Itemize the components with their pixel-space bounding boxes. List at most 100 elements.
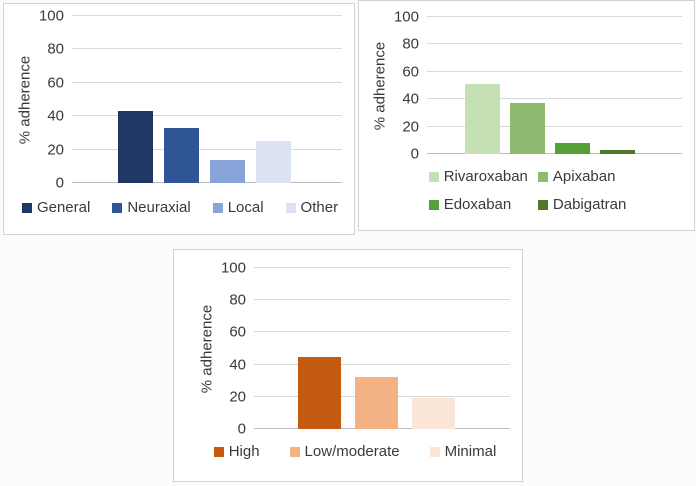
plot-area [427,16,682,154]
y-axis-title-column: % adherence [369,17,391,154]
gridline-20 [427,125,682,127]
legend-label-other: Other [300,199,339,216]
bar-high [298,356,341,429]
gridline-80 [254,299,510,301]
y-axis-ticks: 100 80 60 40 20 0 [36,9,72,191]
bars-group [254,268,510,429]
chart-body: % adherence 100 80 60 40 20 0 [196,261,514,437]
bar-rivaroxaban [465,84,500,154]
legend-item-dabigatran: Dabigatran [537,196,627,213]
legend-item-minimal: Minimal [429,443,497,460]
y-tick-0: 0 [55,174,64,192]
gridline-40 [427,98,682,100]
y-tick-100: 100 [38,7,64,25]
legend-label-apixaban: Apixaban [552,168,616,185]
legend-item-other: Other [285,199,339,216]
y-tick-40: 40 [229,356,246,374]
gridline-80 [427,43,682,45]
x-axis-baseline [427,153,682,154]
legend: General Neuraxial Local Other [14,199,346,216]
legend-item-apixaban: Apixaban [537,168,626,185]
y-tick-20: 20 [229,388,246,406]
legend-label-dabigatran: Dabigatran [552,196,627,213]
gridline-80 [72,48,342,50]
gridline-100 [427,16,682,17]
bar-apixaban [510,103,545,154]
legend-item-low-moderate: Low/moderate [289,443,400,460]
legend-label-neuraxial: Neuraxial [127,199,191,216]
legend-swatch-rivaroxaban [428,171,439,182]
legend-swatch-apixaban [537,171,548,182]
bar-neuraxial [164,127,199,183]
bar-low-moderate [355,377,398,429]
bar-local [210,159,245,183]
y-tick-20: 20 [402,118,419,136]
x-axis-baseline [72,182,342,183]
chart-body: % adherence 100 80 60 40 20 0 [14,9,346,191]
panel-chart-risk: % adherence 100 80 60 40 20 0 High Low/moderat… [173,249,523,482]
legend-label-local: Local [227,199,264,216]
bar-chart-risk: % adherence 100 80 60 40 20 0 High Low/moderat… [174,250,522,460]
legend-label-minimal: Minimal [444,443,497,460]
legend-label-edoxaban: Edoxaban [443,196,512,213]
bar-minimal [412,398,455,429]
plot-area [72,15,342,183]
bars-group [72,16,342,183]
y-tick-0: 0 [237,420,246,438]
gridline-20 [72,148,342,150]
y-tick-100: 100 [220,259,246,277]
legend-item-general: General [21,199,91,216]
y-tick-100: 100 [393,8,419,26]
y-tick-20: 20 [47,141,64,159]
bar-dabigatran [600,149,635,154]
y-axis-title-column: % adherence [196,268,218,429]
bar-chart-doac: % adherence 100 80 60 40 20 0 Rivaroxaban Apix… [359,1,694,213]
legend-item-local: Local [212,199,264,216]
y-axis-title: % adherence [198,304,216,393]
legend-label-low-moderate: Low/moderate [304,443,400,460]
legend-swatch-neuraxial [112,202,123,213]
legend-swatch-minimal [429,446,440,457]
y-tick-80: 80 [402,35,419,53]
plot-area [254,267,510,429]
legend: Rivaroxaban Apixaban Edoxaban Dabigatran [369,168,686,213]
legend-swatch-general [21,202,32,213]
bar-general [118,111,153,183]
legend-item-edoxaban: Edoxaban [428,196,528,213]
gridline-60 [254,331,510,333]
gridline-40 [254,363,510,365]
y-tick-0: 0 [410,145,419,163]
legend-swatch-low-moderate [289,446,300,457]
y-axis-title-column: % adherence [14,16,36,183]
chart-body: % adherence 100 80 60 40 20 0 [369,10,686,162]
gridline-100 [254,267,510,268]
y-tick-60: 60 [47,74,64,92]
legend-swatch-dabigatran [537,199,548,210]
panel-chart-anesthesia: % adherence 100 80 60 40 20 0 General Neuraxia… [3,3,355,235]
y-axis-title: % adherence [16,55,34,144]
y-axis-title: % adherence [371,41,389,130]
legend-label-general: General [36,199,91,216]
y-tick-60: 60 [229,323,246,341]
y-tick-40: 40 [47,107,64,125]
bars-group [427,17,682,154]
y-axis-ticks: 100 80 60 40 20 0 [391,10,427,162]
legend-item-high: High [213,443,260,460]
legend-label-high: High [228,443,260,460]
legend-swatch-high [213,446,224,457]
bar-chart-anesthesia: % adherence 100 80 60 40 20 0 General Neuraxia… [4,4,354,216]
legend-item-rivaroxaban: Rivaroxaban [428,168,528,185]
legend: High Low/moderate Minimal [196,443,514,460]
gridline-100 [72,15,342,16]
gridline-60 [427,70,682,72]
y-axis-ticks: 100 80 60 40 20 0 [218,261,254,437]
gridline-60 [72,81,342,83]
y-tick-80: 80 [229,291,246,309]
bar-edoxaban [555,143,590,154]
bar-other [256,141,291,183]
y-tick-40: 40 [402,90,419,108]
gridline-40 [72,115,342,117]
panel-chart-doac: % adherence 100 80 60 40 20 0 Rivaroxaban Apix… [358,0,695,231]
legend-item-neuraxial: Neuraxial [112,199,191,216]
